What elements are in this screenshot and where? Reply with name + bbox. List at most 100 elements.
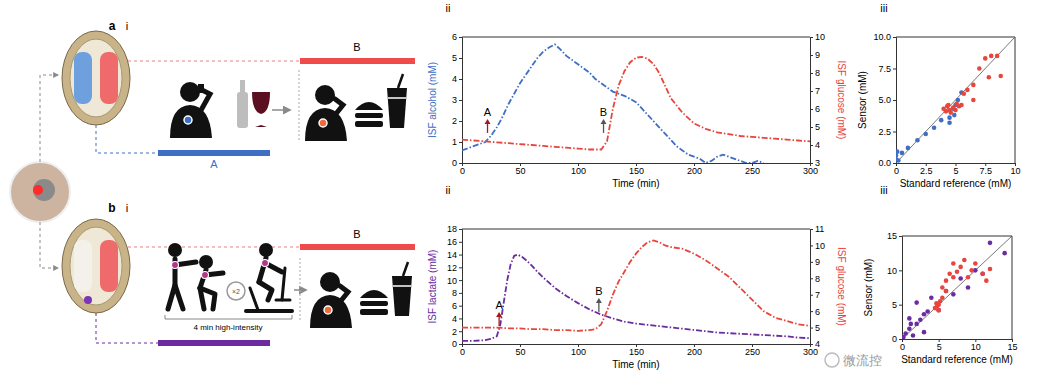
- burger-base: [360, 309, 388, 315]
- step-arrow: [272, 109, 290, 111]
- connector: [40, 75, 58, 162]
- annotation-arrowhead: [601, 119, 607, 124]
- tick-label: 4: [815, 339, 820, 349]
- tick-mark: [459, 163, 462, 164]
- tick-label: 16: [447, 237, 457, 247]
- data-point: [989, 54, 994, 59]
- tick-label: 100: [571, 347, 586, 357]
- photo-device: [33, 179, 55, 201]
- data-point: [948, 110, 953, 115]
- tick-mark: [459, 121, 462, 122]
- tick-mark: [810, 73, 813, 74]
- tick-label: 10: [815, 241, 825, 251]
- data-point: [909, 322, 914, 327]
- phase-label: B: [353, 228, 360, 240]
- data-point: [907, 316, 912, 321]
- tick: 5: [892, 300, 902, 310]
- data-point: [969, 268, 974, 273]
- tick-label: 10.0: [873, 32, 891, 42]
- tick: 0: [894, 163, 899, 176]
- data-point: [1002, 251, 1007, 256]
- tick-label: 1: [452, 137, 457, 147]
- axis-title: Time (min): [612, 178, 659, 189]
- data-point: [995, 54, 1000, 59]
- bottle: [237, 92, 248, 128]
- line-chart: 0501001502002503000123456345678910ISF al…: [427, 32, 847, 189]
- tick: 16: [447, 237, 462, 247]
- person-body: [305, 108, 347, 141]
- tick: 10: [887, 266, 902, 276]
- tick-label: 3: [452, 95, 457, 105]
- person-arm: [340, 286, 348, 302]
- tick: 0: [892, 334, 902, 344]
- sensor-right: [100, 240, 118, 292]
- tick: 4: [810, 339, 820, 349]
- data-point: [915, 138, 920, 143]
- connector: [40, 222, 58, 268]
- x-axis: 051015: [900, 339, 1018, 352]
- tick-label: 2.5: [920, 166, 933, 176]
- tick-label: 2.5: [878, 127, 891, 137]
- axis-line: [811, 230, 814, 345]
- tick-mark: [810, 163, 813, 164]
- tick-mark: [893, 69, 896, 70]
- tick-mark: [459, 318, 462, 319]
- tick: 12: [447, 263, 462, 273]
- tick-mark: [893, 37, 896, 38]
- tick-label: 6: [452, 301, 457, 311]
- axis-title: Standard reference (mM): [901, 354, 1013, 365]
- figure-limb: [282, 268, 285, 300]
- tick-mark: [810, 229, 813, 230]
- axis-line: [899, 237, 903, 340]
- tick-label: 2: [452, 116, 457, 126]
- annotation: A: [484, 106, 492, 118]
- data-line: [462, 44, 764, 163]
- tick-mark: [459, 58, 462, 59]
- tick-label: 200: [687, 347, 702, 357]
- sensor-left: [74, 52, 92, 104]
- sensor-marker: [324, 306, 332, 314]
- tick-mark: [459, 242, 462, 243]
- figure-limb: [250, 288, 258, 310]
- tick: 250: [745, 344, 760, 357]
- device-shell: [62, 219, 130, 313]
- tick-label: 10: [971, 342, 981, 352]
- tick: 10: [810, 32, 825, 42]
- tick: 10.0: [873, 32, 896, 42]
- figure: ×24 min high-intensityaiiiiiibiiiiiiABB0…: [0, 0, 1040, 379]
- tick: 7: [810, 290, 820, 300]
- tick: 5.0: [878, 95, 896, 105]
- tick-label: 4: [452, 314, 457, 324]
- data-point: [953, 108, 958, 113]
- scatter-chart: 02.557.5100.02.55.07.510.0Standard refer…: [857, 32, 1021, 189]
- tick-label: 0: [460, 347, 465, 357]
- tick: 3: [810, 158, 820, 168]
- tick-label: 0: [452, 158, 457, 168]
- phase-bar: [300, 244, 415, 250]
- tick: 2: [452, 327, 462, 337]
- data-point: [966, 285, 971, 290]
- tick-label: 4: [815, 140, 820, 150]
- tick-mark: [459, 344, 462, 345]
- data-point: [971, 83, 976, 88]
- figure-limb: [200, 288, 215, 309]
- bracket: [165, 315, 292, 319]
- data-point: [966, 275, 971, 280]
- data-point: [907, 326, 912, 331]
- tick-mark: [459, 293, 462, 294]
- tick-mark: [810, 145, 813, 146]
- watermark-icon: [825, 353, 839, 367]
- tick-label: 250: [745, 347, 760, 357]
- tick-label: 10: [815, 32, 825, 42]
- tick: 10: [971, 339, 981, 352]
- axis-title: ISF lactate (mM): [427, 250, 438, 324]
- connector: [96, 313, 158, 343]
- axis-line: [459, 38, 463, 164]
- data-point: [939, 118, 944, 123]
- tick: 4: [452, 314, 462, 324]
- tick-mark: [810, 91, 813, 92]
- axis-line: [811, 38, 814, 164]
- tick-mark: [459, 229, 462, 230]
- tick: 7.5: [979, 163, 992, 176]
- annotation: B: [595, 285, 602, 297]
